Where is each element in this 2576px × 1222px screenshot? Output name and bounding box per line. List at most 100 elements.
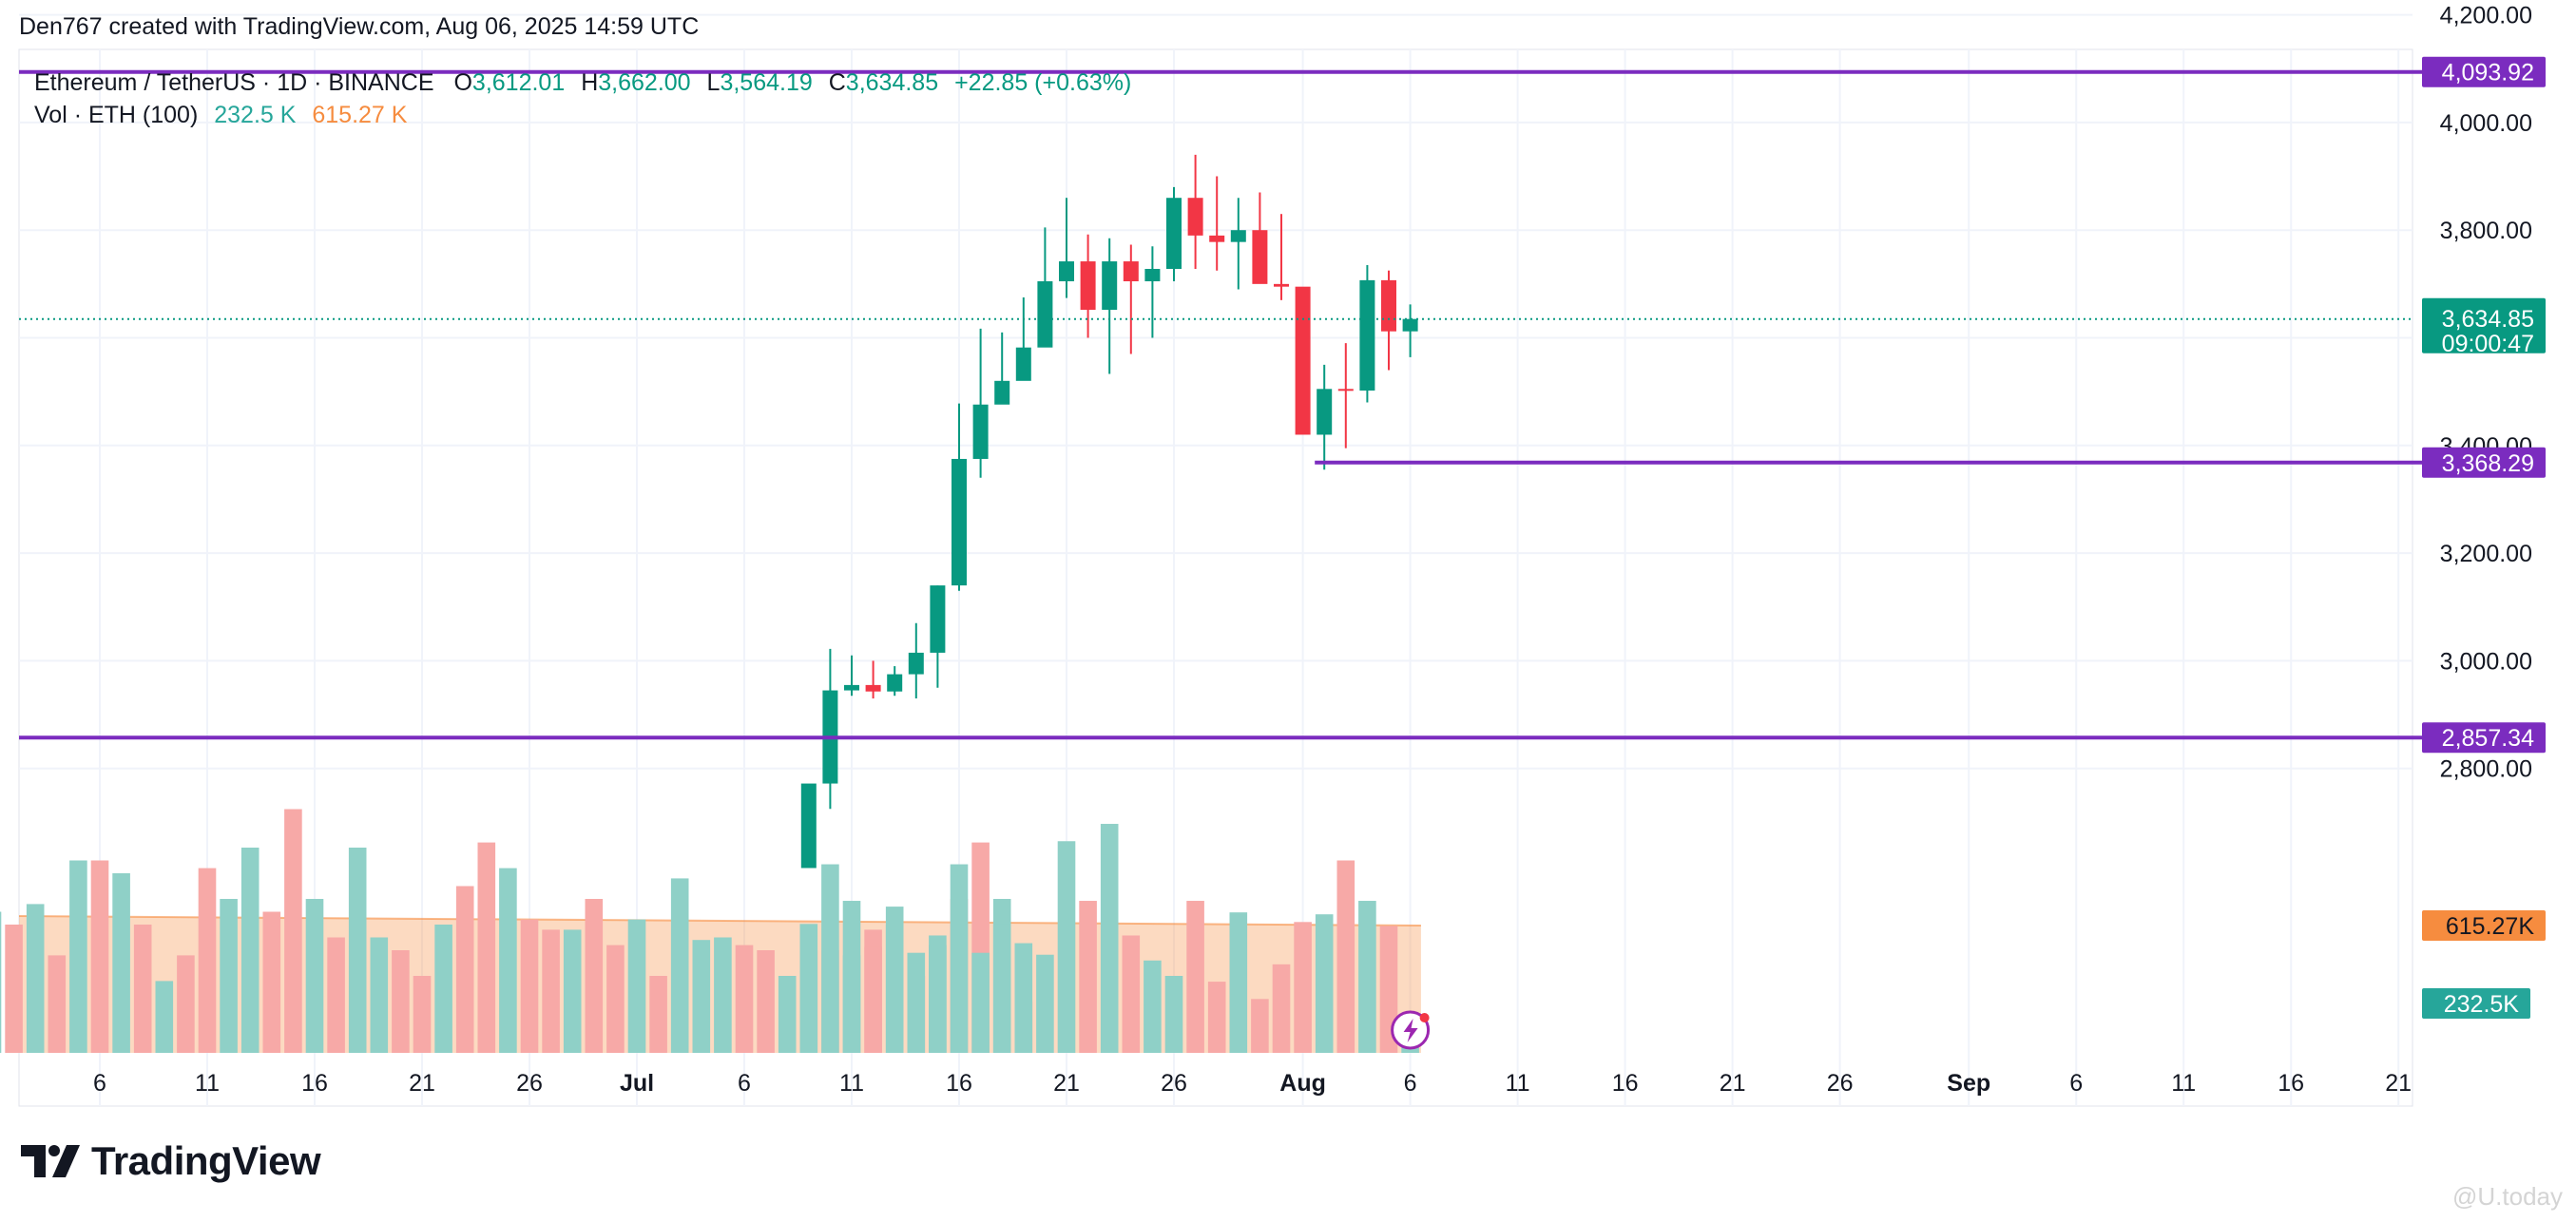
volume-bar bbox=[1315, 914, 1334, 1053]
volume-bar bbox=[177, 955, 195, 1053]
volume-bar bbox=[950, 864, 969, 1053]
time-tick-label: 16 bbox=[946, 1070, 972, 1097]
price-tick-label: 4,200.00 bbox=[2440, 3, 2532, 29]
candle-body bbox=[1402, 318, 1418, 332]
volume-bar bbox=[971, 952, 990, 1053]
symbol-name[interactable]: Ethereum / TetherUS · 1D · BINANCE bbox=[34, 69, 434, 96]
low-value: 3,564.19 bbox=[720, 69, 813, 96]
volume-bar bbox=[757, 950, 775, 1053]
candle-body bbox=[844, 684, 859, 691]
time-tick-label: 6 bbox=[738, 1070, 751, 1097]
volume-bar bbox=[563, 929, 582, 1053]
volume-bar bbox=[1057, 841, 1076, 1053]
volume-bar bbox=[821, 864, 839, 1053]
candle-body bbox=[800, 783, 817, 869]
candle-body bbox=[908, 652, 924, 675]
time-tick-label: 11 bbox=[839, 1070, 864, 1097]
close-value: 3,634.85 bbox=[845, 69, 939, 96]
time-tick-label: 26 bbox=[1827, 1070, 1854, 1097]
time-tick-label: 21 bbox=[1053, 1070, 1080, 1097]
flash-icon-dot bbox=[1419, 1013, 1430, 1022]
volume-bar bbox=[26, 904, 45, 1053]
volume-bar bbox=[133, 925, 152, 1053]
volume-bar bbox=[842, 901, 861, 1053]
volume-bar bbox=[627, 919, 646, 1053]
level-price-badge bbox=[2422, 56, 2546, 87]
candle-body bbox=[1037, 281, 1053, 348]
tradingview-logo-icon bbox=[21, 1145, 80, 1177]
symbol-legend-row: Ethereum / TetherUS · 1D · BINANCE O3,61… bbox=[34, 67, 1141, 99]
high-label: H bbox=[581, 69, 599, 96]
price-tick-label: 3,800.00 bbox=[2440, 218, 2532, 244]
chart-attribution: Den767 created with TradingView.com, Aug… bbox=[19, 13, 700, 40]
level-price-label: 4,093.92 bbox=[2442, 60, 2534, 86]
time-tick-label: 21 bbox=[2385, 1070, 2412, 1097]
volume-bar bbox=[778, 976, 797, 1053]
volume-bar bbox=[1164, 976, 1183, 1053]
price-tick-label: 2,800.00 bbox=[2440, 756, 2532, 783]
volume-bar bbox=[692, 940, 711, 1053]
volume-bar bbox=[284, 809, 302, 1053]
volume-bar bbox=[1251, 999, 1269, 1053]
volume-bar bbox=[670, 878, 689, 1053]
volume-bar bbox=[220, 899, 238, 1053]
candle-body bbox=[952, 458, 967, 586]
level-price-label: 3,368.29 bbox=[2442, 450, 2534, 477]
volume-bar bbox=[799, 924, 818, 1053]
brand-name: TradingView bbox=[91, 1138, 321, 1183]
candle-body bbox=[1252, 230, 1268, 284]
volume-bar bbox=[455, 886, 474, 1053]
volume-bar bbox=[714, 937, 732, 1053]
volume-bar bbox=[392, 950, 410, 1053]
flash-icon[interactable] bbox=[1391, 1010, 1431, 1050]
candle-body bbox=[1274, 283, 1289, 287]
level-price-badge bbox=[2422, 447, 2546, 478]
volume-bar bbox=[155, 981, 174, 1053]
volume-bar bbox=[864, 946, 882, 1053]
candle-body bbox=[972, 404, 989, 459]
candle-body bbox=[887, 674, 903, 692]
volume-bar bbox=[606, 945, 625, 1053]
low-label: L bbox=[706, 69, 721, 96]
chart-legend: Ethereum / TetherUS · 1D · BINANCE O3,61… bbox=[34, 67, 1141, 131]
volume-bar bbox=[1036, 954, 1054, 1053]
volume-bar bbox=[413, 976, 432, 1053]
candle-body bbox=[1144, 268, 1161, 282]
volume-bar bbox=[1186, 901, 1204, 1053]
price-tick-label: 4,000.00 bbox=[2440, 110, 2532, 137]
volume-bar bbox=[262, 911, 281, 1053]
volume-bar bbox=[305, 899, 324, 1053]
volume-bar bbox=[434, 925, 452, 1053]
volume-bar bbox=[542, 929, 560, 1053]
volume-bar bbox=[1144, 960, 1162, 1053]
candle-body bbox=[994, 380, 1010, 405]
volume-legend-row: Vol · ETH (100) 232.5 K 615.27 K bbox=[34, 99, 1141, 131]
candle-body bbox=[1359, 279, 1375, 391]
time-tick-label: 11 bbox=[1506, 1070, 1530, 1097]
candle-body bbox=[1080, 261, 1096, 311]
time-tick-label: 21 bbox=[1720, 1070, 1746, 1097]
volume-bar bbox=[929, 935, 947, 1053]
watermark: @U.today bbox=[2452, 1182, 2563, 1211]
level-price-label: 2,857.34 bbox=[2442, 725, 2534, 752]
tradingview-brand[interactable]: TradingView bbox=[21, 1138, 321, 1184]
time-tick-label: 26 bbox=[516, 1070, 543, 1097]
volume-bar bbox=[1207, 982, 1226, 1053]
candle-body bbox=[1166, 198, 1182, 269]
high-value: 3,662.00 bbox=[598, 69, 691, 96]
candle-body bbox=[1209, 235, 1225, 242]
volume-label: 232.5K bbox=[2444, 991, 2520, 1018]
volume-bar bbox=[327, 937, 345, 1053]
candle-body bbox=[1230, 230, 1246, 242]
volume-bar bbox=[240, 848, 260, 1053]
volume-bar bbox=[477, 842, 496, 1053]
candle-body bbox=[1102, 261, 1118, 311]
candle-body bbox=[1295, 286, 1311, 435]
volume-title[interactable]: Vol · ETH (100) bbox=[34, 102, 199, 128]
level-price-badge bbox=[2422, 722, 2546, 754]
volume-bar bbox=[992, 924, 1011, 1053]
volume-value: 232.5 K bbox=[214, 102, 297, 128]
volume-bar bbox=[1272, 964, 1291, 1053]
time-tick-label: 16 bbox=[2278, 1070, 2304, 1097]
